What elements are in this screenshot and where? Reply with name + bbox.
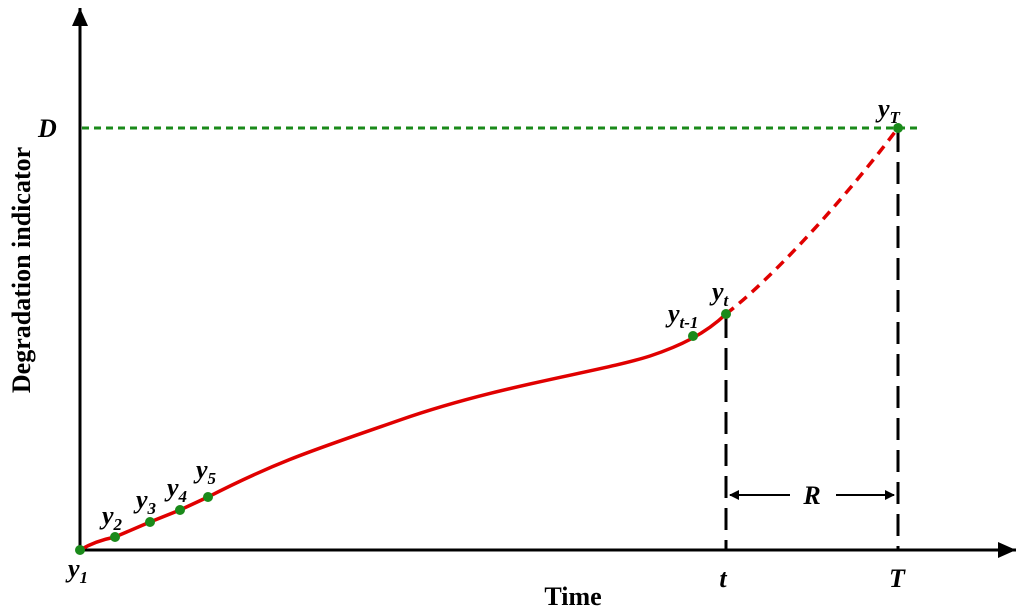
predicted-curve	[724, 126, 900, 316]
point-label-sub: 2	[113, 515, 123, 534]
point-label: y1	[65, 554, 88, 587]
point-label-sub: t-1	[680, 313, 699, 332]
point-label: y5	[193, 455, 217, 488]
point-label-base: y	[99, 501, 114, 530]
R-label: R	[802, 481, 820, 510]
points	[75, 123, 903, 555]
point-label: y2	[99, 501, 123, 534]
point-label-base: y	[164, 473, 179, 502]
point-label-sub: t	[724, 291, 730, 310]
point-label-base: y	[875, 94, 890, 123]
point-label: y3	[133, 485, 157, 518]
point-label: yt-1	[665, 299, 698, 332]
point-label-base: y	[133, 485, 148, 514]
point-label-sub: 1	[80, 568, 89, 587]
point	[175, 505, 185, 515]
point-label-sub: T	[890, 108, 901, 127]
point-label-sub: 3	[147, 499, 157, 518]
point	[145, 517, 155, 527]
point-label-sub: 5	[208, 469, 217, 488]
point	[688, 331, 698, 341]
point-label-base: y	[665, 299, 680, 328]
threshold-label: D	[37, 114, 57, 143]
y-axis-label: Degradation indicator	[7, 147, 36, 393]
point-label-base: y	[65, 554, 80, 583]
point	[893, 123, 903, 133]
T-label: T	[889, 564, 906, 593]
point	[203, 492, 213, 502]
point-label: yt	[709, 277, 730, 310]
point-label: y4	[164, 473, 187, 506]
point	[110, 532, 120, 542]
point-label-base: y	[193, 455, 208, 484]
point-label-sub: 4	[178, 487, 188, 506]
degradation-curve	[79, 312, 728, 552]
point	[721, 309, 731, 319]
point-label: yT	[875, 94, 901, 127]
point-label-base: y	[709, 277, 724, 306]
t-label: t	[719, 564, 727, 593]
point	[75, 545, 85, 555]
x-axis-label: Time	[544, 582, 601, 611]
